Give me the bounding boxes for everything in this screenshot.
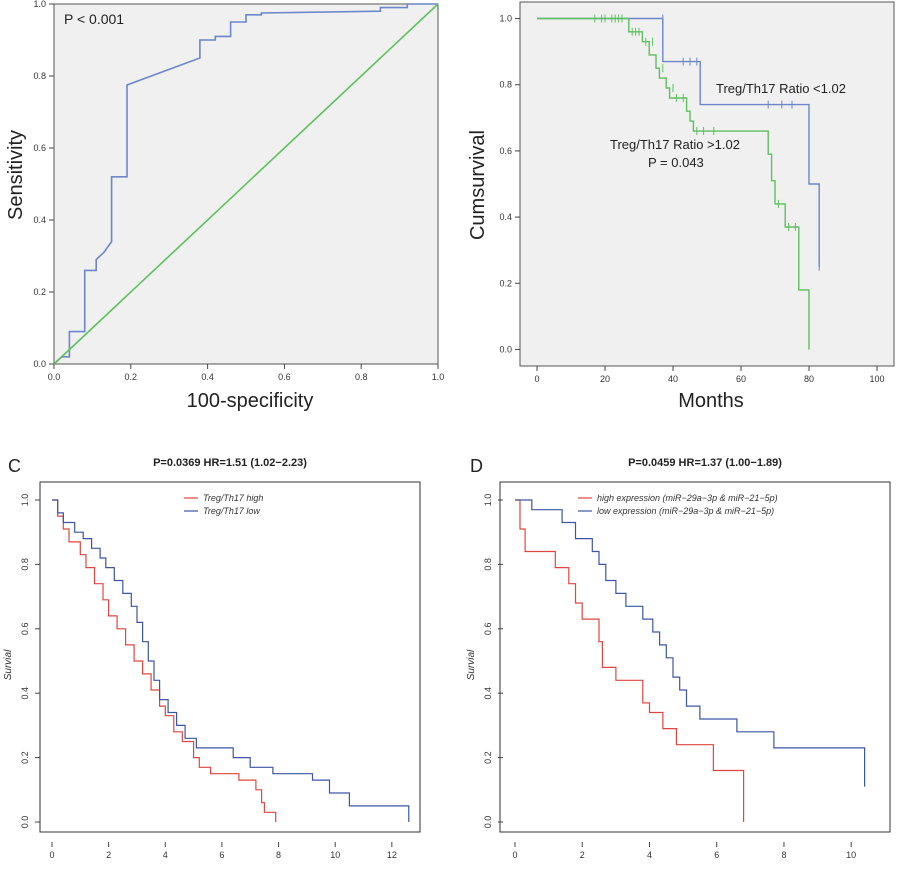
roc-x-tick-label: 0.6 [278, 372, 291, 382]
panel-c-curves [52, 499, 410, 822]
km-ratio-y-tick-label: 1.0 [499, 14, 512, 24]
roc-p-value: P < 0.001 [64, 11, 124, 27]
km-ratio-high-curve [537, 17, 810, 350]
km-ratio-x-tick-label: 40 [668, 374, 678, 384]
roc-curve-line [53, 3, 438, 365]
panel-c-y-tick-label: 1.0 [20, 494, 30, 507]
panel-d-x-tick-label: 6 [714, 850, 719, 860]
km-ratio-y-axis-label: Cumsurvival [467, 130, 489, 240]
panel-c-x-tick-label: 6 [219, 850, 224, 860]
km-ratio-y-tick-label: 0.4 [499, 212, 512, 222]
roc-x-tick-label: 0.0 [48, 372, 61, 382]
panel-d-legend-high: high expression (miR−29a−3p & miR−21−5p) [597, 493, 778, 503]
roc-x-tick-label: 1.0 [432, 372, 445, 382]
km-ratio-y-tick-label: 0.6 [499, 146, 512, 156]
panel-c-x-tick-label: 8 [276, 850, 281, 860]
km-ratio-low-label: Treg/Th17 Ratio <1.02 [716, 81, 846, 96]
km-ratio-y-tick-label: 0.0 [499, 344, 512, 354]
panel-c-x-tick-label: 0 [49, 850, 54, 860]
km-ratio-plot-area [519, 1, 895, 367]
km-ratio-curves [537, 14, 820, 350]
panel-d-x-tick-label: 4 [647, 850, 652, 860]
panel-c: C P=0.0369 HR=1.51 (1.02−2.23) 0 2 4 6 8 10 12… [3, 456, 421, 860]
panel-d-low-curve [515, 499, 866, 787]
km-ratio-x-tick-label: 20 [600, 374, 610, 384]
panel-d-y-tick-label: 0.8 [483, 558, 493, 571]
roc-y-tick-label: 0.0 [33, 359, 46, 369]
panel-c-y-tick-label: 0.0 [20, 816, 30, 829]
roc-x-tick-label: 0.8 [355, 372, 368, 382]
km-ratio-x-tick-label: 80 [804, 374, 814, 384]
panel-c-y-tick-label: 0.2 [20, 751, 30, 764]
panel-d-y-tick-label: 0.2 [483, 751, 493, 764]
km-ratio-x-tick-label: 0 [534, 374, 539, 384]
panel-d-x-tick-label: 0 [512, 850, 517, 860]
roc-x-tick-label: 0.4 [201, 372, 214, 382]
roc-y-axis-label: Sensitivity [5, 130, 27, 220]
panel-c-high-curve [52, 499, 277, 822]
km-ratio-high-label: Treg/Th17 Ratio >1.02 [610, 137, 740, 152]
panel-d-legend-low: low expression (miR−29a−3p & miR−21−5p) [597, 506, 774, 516]
panel-d: D P=0.0459 HR=1.37 (1.00−1.89) 0 2 4 6 8 10 0.… [466, 456, 891, 860]
panel-c-x-tick-label: 4 [163, 850, 168, 860]
roc-x-tick-label: 0.2 [125, 372, 138, 382]
panel-d-legend: high expression (miR−29a−3p & miR−21−5p)… [578, 493, 778, 516]
roc-y-tick-label: 1.0 [33, 0, 46, 9]
roc-curves [53, 3, 439, 365]
panel-c-x-tick-label: 10 [330, 850, 340, 860]
panel-d-high-curve [515, 499, 745, 822]
panel-c-legend-high: Treg/Th17 high [203, 493, 263, 503]
km-ratio-panel: 0 20 40 60 80 100 0.0 0.2 0.4 0.6 0.8 1.0 Treg/Th17… [467, 1, 895, 412]
km-ratio-x-axis-label: Months [678, 390, 744, 412]
roc-y-tick-label: 0.2 [33, 287, 46, 297]
km-ratio-y-tick-label: 0.2 [499, 278, 512, 288]
panel-c-legend: Treg/Th17 high Treg/Th17 low [184, 493, 263, 516]
panel-d-x-tick-label: 2 [580, 850, 585, 860]
panel-c-title: P=0.0369 HR=1.51 (1.02−2.23) [153, 457, 307, 469]
panel-c-y-tick-label: 0.6 [20, 623, 30, 636]
panel-d-curves [515, 499, 866, 822]
km-ratio-p-value: P = 0.043 [648, 155, 704, 170]
panel-d-plot-area [499, 481, 891, 833]
panel-c-low-curve [52, 499, 410, 822]
roc-y-tick-label: 0.6 [33, 143, 46, 153]
roc-y-tick-label: 0.8 [33, 71, 46, 81]
panel-c-y-axis-label: Survial [3, 649, 14, 680]
panel-d-x-tick-label: 10 [846, 850, 856, 860]
km-ratio-x-tick-label: 100 [869, 374, 884, 384]
panel-c-axes: 0 2 4 6 8 10 12 0.0 0.2 0.4 0.6 0.8 1.0 [20, 494, 397, 860]
roc-x-axis-label: 100-specificity [187, 390, 314, 412]
km-ratio-x-tick-label: 60 [736, 374, 746, 384]
panel-c-x-tick-label: 2 [106, 850, 111, 860]
panel-c-y-tick-label: 0.4 [20, 687, 30, 700]
km-ratio-low-curve [537, 17, 820, 267]
km-ratio-axes: 0 20 40 60 80 100 0.0 0.2 0.4 0.6 0.8 1.0 [499, 14, 884, 384]
panel-d-y-tick-label: 0.6 [483, 623, 493, 636]
panel-d-letter: D [470, 456, 483, 476]
panel-c-x-tick-label: 12 [387, 850, 397, 860]
panel-d-axes: 0 2 4 6 8 10 0.0 0.2 0.4 0.6 0.8 1.0 [483, 494, 856, 860]
panel-d-y-tick-label: 1.0 [483, 494, 493, 507]
roc-y-tick-label: 0.4 [33, 215, 46, 225]
panel-c-letter: C [8, 456, 21, 476]
roc-reference-line [53, 3, 439, 365]
panel-d-x-tick-label: 8 [781, 850, 786, 860]
panel-c-legend-low: Treg/Th17 low [203, 506, 260, 516]
panel-c-y-tick-label: 0.8 [20, 558, 30, 571]
panel-d-y-axis-label: Survial [466, 649, 477, 680]
km-ratio-y-tick-label: 0.8 [499, 80, 512, 90]
panel-d-y-tick-label: 0.0 [483, 816, 493, 829]
panel-c-plot-area [39, 481, 421, 833]
roc-panel: 0.0 0.2 0.4 0.6 0.8 1.0 0.0 0.2 0.4 0.6 0.8 1.0 P <… [5, 0, 444, 412]
panel-d-y-tick-label: 0.4 [483, 687, 493, 700]
panel-d-title: P=0.0459 HR=1.37 (1.00−1.89) [628, 457, 782, 469]
roc-axes: 0.0 0.2 0.4 0.6 0.8 1.0 0.0 0.2 0.4 0.6 0.8 1.0 [33, 0, 444, 382]
